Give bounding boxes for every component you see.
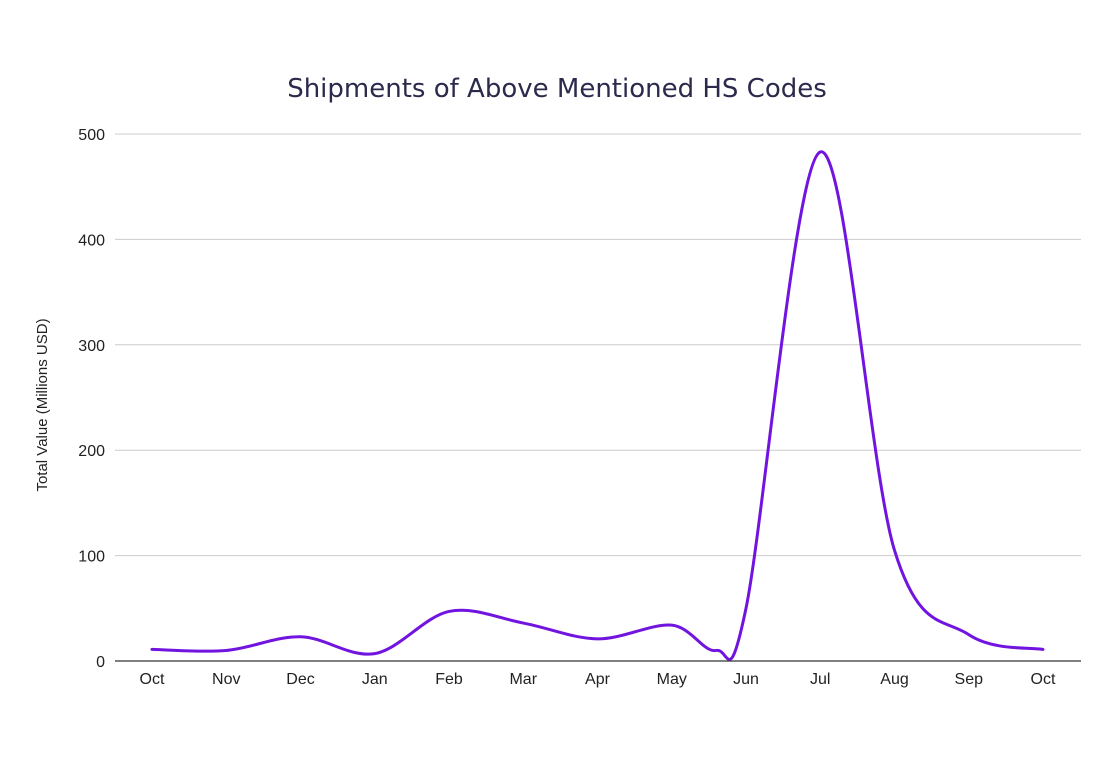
x-tick-label: Mar: [509, 671, 537, 688]
x-axis-ticks: Oct Nov Dec Jan Feb Mar Apr May Jun Jul Aug Sep Oct: [140, 671, 1056, 688]
gridlines: [115, 133, 1081, 557]
y-axis-ticks: 0 100 200 300 400 500: [78, 127, 105, 671]
x-tick-label: Feb: [435, 671, 463, 688]
series-line-0: [150, 150, 1045, 661]
x-tick-label: Oct: [1031, 671, 1056, 688]
x-tick-label: Apr: [585, 671, 611, 688]
chart-title: Shipments of Above Mentioned HS Codes: [287, 74, 827, 104]
y-tick-label: 200: [78, 443, 105, 460]
x-tick-label: Dec: [286, 671, 314, 688]
y-tick-label: 400: [78, 232, 105, 249]
x-tick-label: Aug: [880, 671, 908, 688]
x-tick-label: Sep: [955, 671, 984, 688]
y-tick-label: 500: [78, 127, 105, 144]
y-tick-label: 100: [78, 549, 105, 566]
x-tick-label: May: [657, 671, 687, 688]
x-tick-label: Nov: [212, 671, 240, 688]
x-tick-label: Jan: [362, 671, 388, 688]
x-tick-label: Jun: [733, 671, 759, 688]
y-tick-label: 0: [96, 654, 105, 671]
x-tick-label: Jul: [810, 671, 830, 688]
x-tick-label: Oct: [140, 671, 165, 688]
y-axis-label: Total Value (Millions USD): [34, 318, 51, 491]
y-tick-label: 300: [78, 338, 105, 355]
series-layer: [150, 150, 1045, 661]
